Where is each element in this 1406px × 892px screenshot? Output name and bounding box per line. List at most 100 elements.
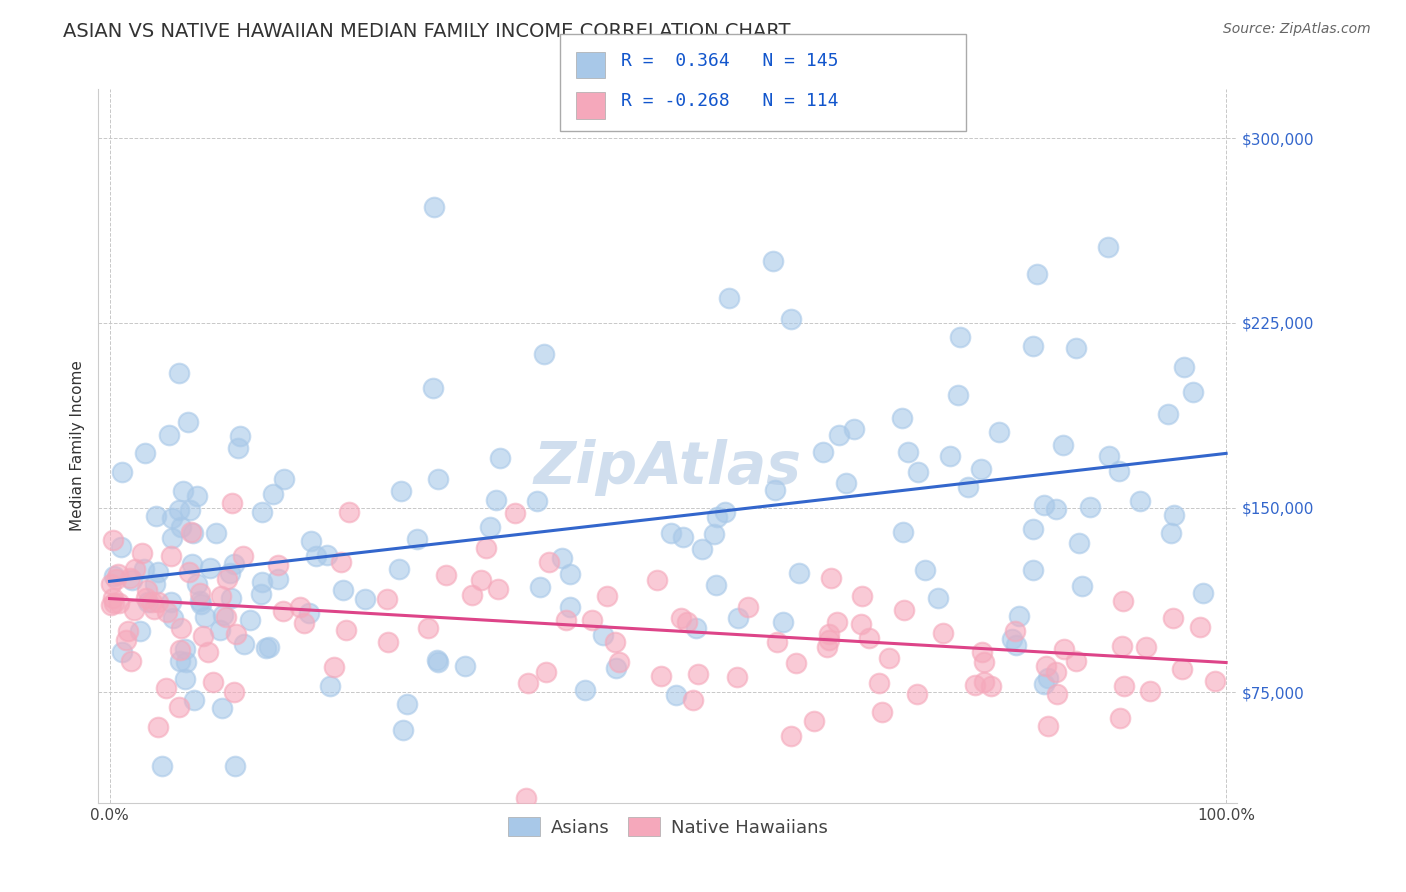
Point <box>167 502 190 516</box>
Point <box>169 700 191 714</box>
Point <box>868 676 890 690</box>
Point <box>160 594 183 608</box>
Point <box>169 643 191 657</box>
Point <box>224 759 246 773</box>
Point <box>104 572 127 586</box>
Point <box>647 573 669 587</box>
Point <box>470 573 492 587</box>
Point <box>526 493 548 508</box>
Point <box>815 640 838 655</box>
Point <box>595 589 617 603</box>
Point <box>228 441 250 455</box>
Point <box>972 645 994 659</box>
Point <box>932 626 955 640</box>
Point <box>1098 449 1121 463</box>
Point <box>973 674 995 689</box>
Point <box>335 623 357 637</box>
Point <box>725 670 748 684</box>
Point <box>828 428 851 442</box>
Point <box>100 598 122 612</box>
Text: R = -0.268   N = 114: R = -0.268 N = 114 <box>621 92 839 110</box>
Point <box>174 672 197 686</box>
Point <box>377 635 399 649</box>
Point <box>1129 493 1152 508</box>
Point <box>170 621 193 635</box>
Point <box>298 606 321 620</box>
Point <box>1204 673 1226 688</box>
Point <box>426 472 449 486</box>
Point <box>155 681 177 695</box>
Point <box>1022 563 1045 577</box>
Point <box>897 445 920 459</box>
Point <box>1163 610 1185 624</box>
Point <box>146 720 169 734</box>
Point <box>872 705 894 719</box>
Point <box>1163 508 1185 523</box>
Point <box>987 425 1010 439</box>
Point <box>121 573 143 587</box>
Point <box>605 661 627 675</box>
Point <box>101 591 124 606</box>
Point <box>1032 677 1054 691</box>
Point <box>322 659 344 673</box>
Point <box>100 576 122 591</box>
Point <box>785 656 807 670</box>
Point <box>160 549 183 564</box>
Point <box>157 428 180 442</box>
Point <box>288 599 311 614</box>
Point <box>851 589 873 603</box>
Point <box>980 679 1002 693</box>
Point <box>141 595 163 609</box>
Point <box>858 632 880 646</box>
Point <box>201 674 224 689</box>
Point <box>1004 624 1026 638</box>
Point <box>186 577 208 591</box>
Point <box>907 465 929 479</box>
Point <box>299 533 322 548</box>
Point <box>132 562 155 576</box>
Point <box>1036 719 1059 733</box>
Point <box>946 388 969 402</box>
Point <box>558 600 581 615</box>
Point <box>108 596 131 610</box>
Point <box>332 582 354 597</box>
Point <box>145 509 167 524</box>
Point <box>965 678 987 692</box>
Point <box>1071 579 1094 593</box>
Point <box>180 525 202 540</box>
Point <box>169 654 191 668</box>
Point <box>250 575 273 590</box>
Point <box>706 577 728 591</box>
Point <box>485 492 508 507</box>
Point <box>250 505 273 519</box>
Point <box>1045 502 1067 516</box>
Point <box>188 594 211 608</box>
Point <box>150 759 173 773</box>
Point <box>1053 642 1076 657</box>
Point <box>426 653 449 667</box>
Point <box>422 381 444 395</box>
Point <box>1191 586 1213 600</box>
Point <box>772 615 794 629</box>
Point <box>174 642 197 657</box>
Point <box>233 637 256 651</box>
Point <box>1035 658 1057 673</box>
Point <box>170 520 193 534</box>
Point <box>257 640 280 654</box>
Point <box>1052 437 1074 451</box>
Point <box>180 557 202 571</box>
Point <box>939 449 962 463</box>
Point <box>692 542 714 557</box>
Point <box>146 566 169 580</box>
Point <box>533 347 555 361</box>
Point <box>1045 665 1067 679</box>
Point <box>665 688 688 702</box>
Point <box>124 562 146 576</box>
Point <box>215 572 238 586</box>
Point <box>537 555 560 569</box>
Point <box>214 609 236 624</box>
Point <box>391 723 413 737</box>
Point <box>787 566 810 580</box>
Point <box>194 610 217 624</box>
Point <box>118 571 141 585</box>
